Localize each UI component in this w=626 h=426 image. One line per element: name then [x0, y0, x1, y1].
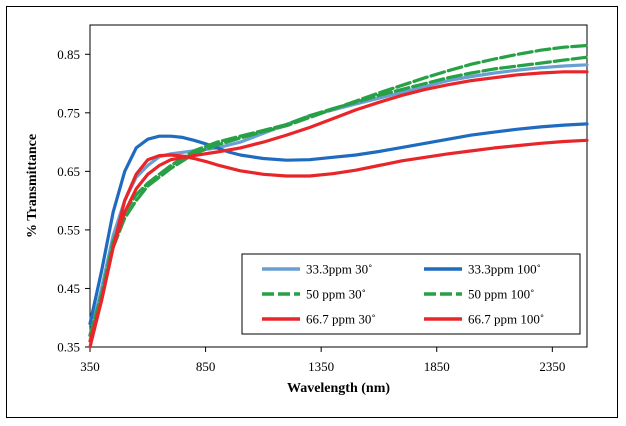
- chart-frame: [6, 6, 618, 418]
- y-tick-label: 0.65: [57, 164, 80, 179]
- series-line-5: [88, 70, 589, 343]
- series-line-2: [88, 122, 589, 326]
- x-tick-label: 1850: [424, 359, 450, 374]
- y-tick-label: 0.45: [57, 281, 80, 296]
- x-tick-label: 1350: [308, 359, 334, 374]
- tick-layer: 0.35 0.45 0.55 0.65 0.75 0.85 350 850 1350 1850 23…: [57, 47, 565, 374]
- y-tick-label: 0.85: [57, 47, 80, 62]
- y-tick-label: 0.35: [57, 340, 80, 355]
- y-axis-title: % Transmittance: [25, 134, 40, 238]
- x-tick-label: 2350: [539, 359, 565, 374]
- legend-label: 33.3ppm 30˚: [306, 262, 372, 277]
- legend-label: 66.7 ppm 30˚: [306, 312, 376, 327]
- y-tick-label: 0.55: [57, 222, 80, 237]
- legend-label: 50 ppm 100˚: [468, 287, 534, 302]
- legend-label: 33.3ppm 100˚: [468, 262, 541, 277]
- x-tick-label: 850: [196, 359, 216, 374]
- x-tick-label: 350: [80, 359, 100, 374]
- series-layer: [88, 43, 589, 349]
- legend-label: 50 ppm 30˚: [306, 287, 366, 302]
- plot-area: [89, 24, 588, 348]
- legend-label: 66.7 ppm 100˚: [468, 312, 544, 327]
- x-axis-title: Wavelength (nm): [287, 381, 390, 396]
- y-tick-label: 0.75: [57, 105, 80, 120]
- legend: 33.3ppm 30˚ 33.3ppm 100˚ 50 ppm 30˚ 50 ppm …: [241, 253, 581, 335]
- series-line-6: [88, 138, 589, 349]
- series-line-4: [88, 43, 589, 337]
